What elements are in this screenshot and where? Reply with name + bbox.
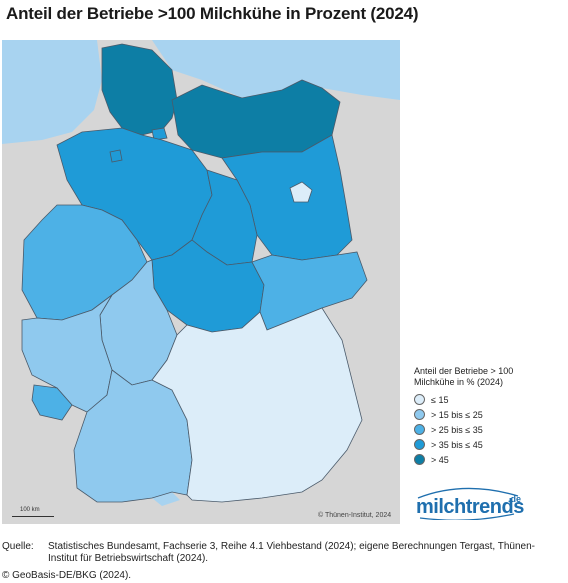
baltic-sea-water <box>152 40 400 100</box>
region-bremen <box>109 149 123 163</box>
source-text: Statistisches Bundesamt, Fachserie 3, Re… <box>48 541 535 564</box>
legend-swatch <box>414 409 425 420</box>
legend-swatch <box>414 424 425 435</box>
region-mecklenburg-vorpommern <box>171 79 341 159</box>
logo-text: milchtrends <box>416 496 524 518</box>
legend: Anteil der Betriebe > 100 Milchkühe in %… <box>414 366 564 467</box>
north-sea-water <box>2 40 102 144</box>
source-note: Quelle: Statistisches Bundesamt, Fachser… <box>2 541 562 565</box>
region-bayern <box>151 307 363 503</box>
legend-label: > 15 bis ≤ 25 <box>431 409 483 420</box>
legend-swatch <box>414 454 425 465</box>
geobasis-copyright: © GeoBasis-DE/BKG (2024). <box>2 570 132 581</box>
lake-constance-water <box>152 492 180 506</box>
page-title: Anteil der Betriebe >100 Milchkühe in Pr… <box>6 4 419 23</box>
legend-item: > 35 bis ≤ 45 <box>414 437 564 452</box>
source-label: Quelle: <box>2 541 34 552</box>
legend-label: > 45 <box>431 454 449 465</box>
germany-map <box>2 40 400 506</box>
milchtrends-logo[interactable]: milchtrends .de <box>414 484 524 520</box>
legend-item: > 25 bis ≤ 35 <box>414 422 564 437</box>
region-saarland <box>31 384 73 421</box>
legend-item: > 15 bis ≤ 25 <box>414 407 564 422</box>
legend-swatch <box>414 394 425 405</box>
legend-item: > 45 <box>414 452 564 467</box>
logo-arc-icon <box>417 487 519 520</box>
region-berlin <box>289 181 313 203</box>
legend-label: ≤ 15 <box>431 394 449 405</box>
region-hamburg <box>151 127 168 141</box>
region-schleswig-holstein <box>101 43 178 136</box>
legend-item: ≤ 15 <box>414 392 564 407</box>
map-panel <box>2 40 400 524</box>
scalebar-label: 100 km <box>20 507 40 513</box>
legend-title: Anteil der Betriebe > 100 Milchkühe in %… <box>414 366 514 387</box>
map-copyright: © Thünen-Institut, 2024 <box>318 512 392 519</box>
logo-superscript: .de <box>508 494 522 504</box>
legend-label: > 35 bis ≤ 45 <box>431 439 483 450</box>
legend-label: > 25 bis ≤ 35 <box>431 424 483 435</box>
legend-swatch <box>414 439 425 450</box>
scalebar <box>12 516 54 517</box>
